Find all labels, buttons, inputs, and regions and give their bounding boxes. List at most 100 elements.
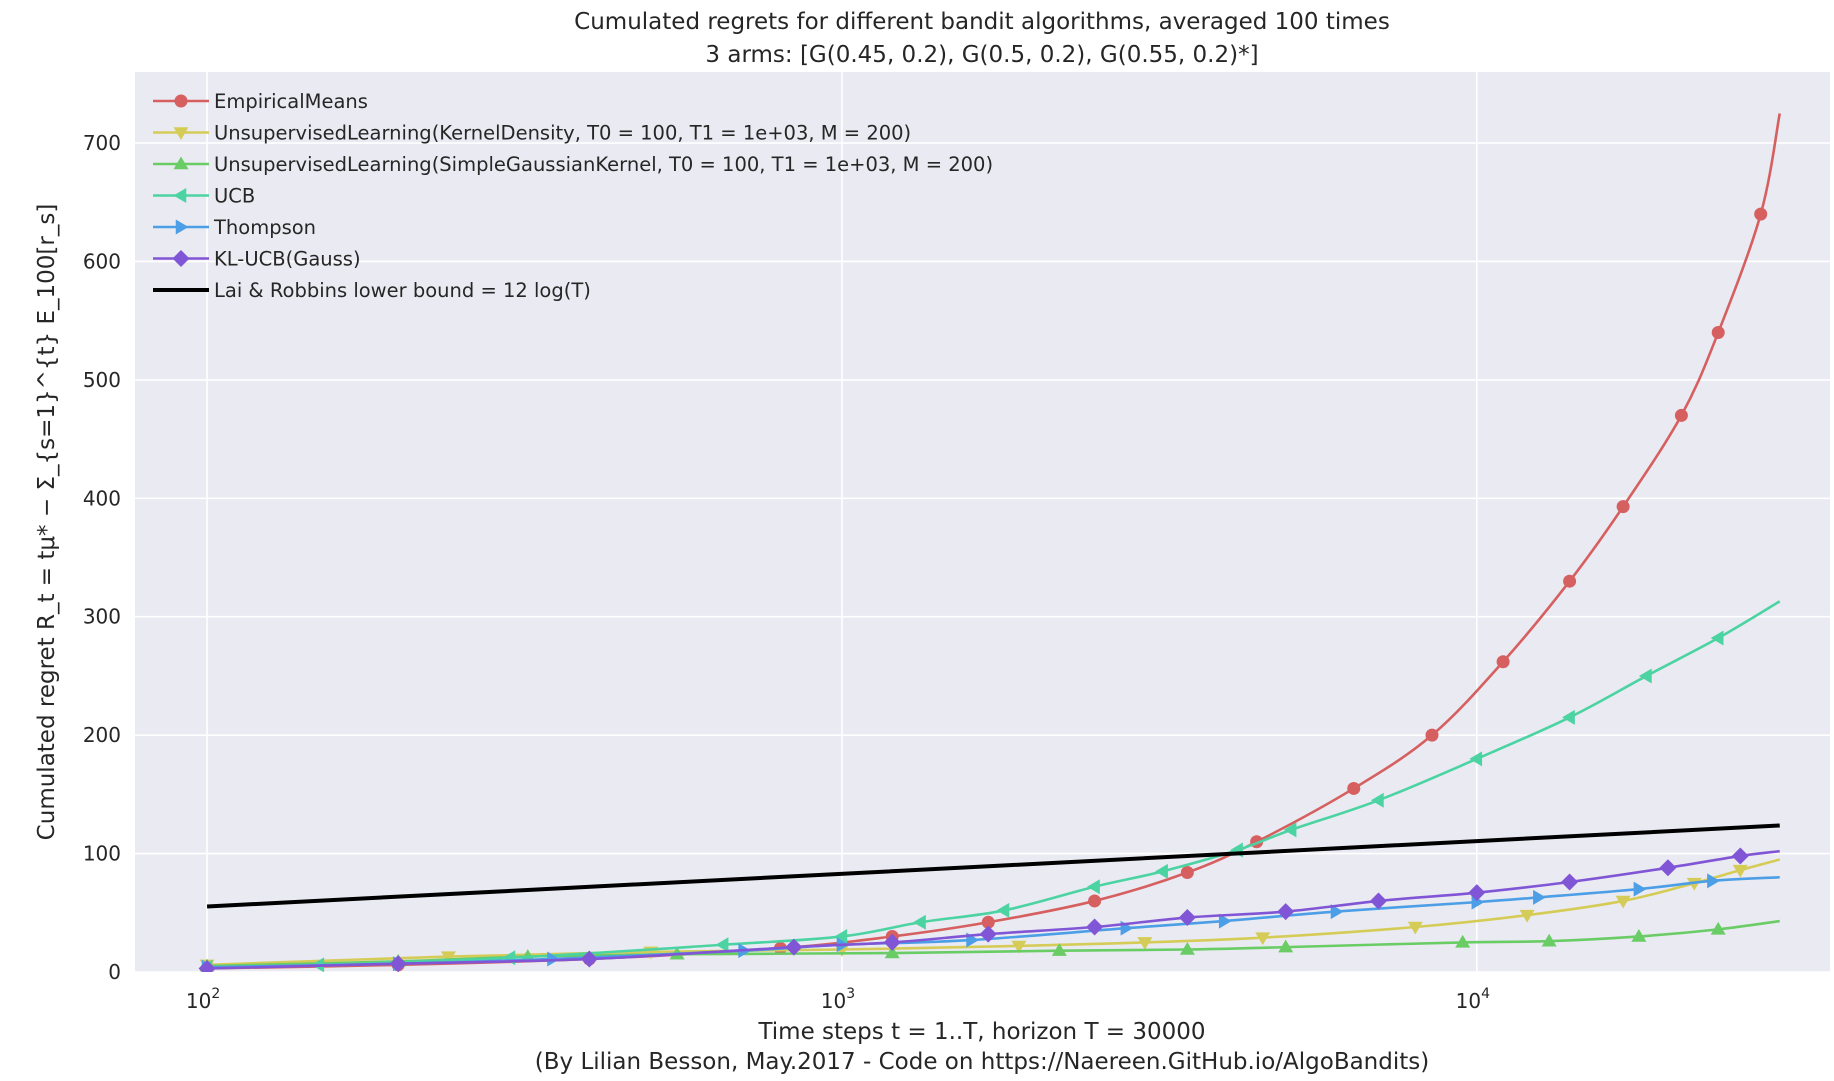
data-point xyxy=(913,914,926,930)
data-point xyxy=(1330,904,1344,920)
data-point xyxy=(1051,943,1067,956)
data-point xyxy=(1659,859,1677,877)
data-point xyxy=(1425,728,1439,742)
data-point xyxy=(1137,937,1153,950)
data-point xyxy=(1562,709,1575,725)
y-tick-label: 700 xyxy=(83,131,121,155)
legend-entry: Thompson xyxy=(153,216,316,239)
credit-note: (By Lilian Besson, May.2017 - Code on ht… xyxy=(535,1049,1429,1075)
x-tick-exponent: 2 xyxy=(211,986,220,1002)
x-tick-exponent: 4 xyxy=(1481,986,1490,1002)
data-point xyxy=(1088,894,1102,908)
data-point xyxy=(1615,895,1631,909)
y-tick-label: 600 xyxy=(83,249,121,273)
data-point xyxy=(1255,932,1271,946)
grid xyxy=(135,72,1830,973)
data-point xyxy=(1711,326,1725,340)
data-point xyxy=(1277,903,1295,921)
legend-entry: KL-UCB(Gauss) xyxy=(153,248,361,271)
legend-marker xyxy=(172,250,190,267)
data-point xyxy=(1011,940,1027,954)
data-point xyxy=(1087,879,1100,895)
legend-label: UnsupervisedLearning(SimpleGaussianKerne… xyxy=(214,153,993,176)
legend-label: Thompson xyxy=(213,216,316,239)
data-point xyxy=(1631,928,1647,942)
x-tick-base: 10 xyxy=(186,989,211,1013)
x-axis-label: Time steps t = 1..T, horizon T = 30000 xyxy=(757,1019,1205,1045)
x-tick-base: 10 xyxy=(1456,989,1481,1013)
data-point xyxy=(1180,866,1194,880)
data-point xyxy=(1638,668,1652,684)
data-point xyxy=(1218,913,1232,929)
legend-label: KL-UCB(Gauss) xyxy=(214,248,361,271)
data-point xyxy=(1707,873,1720,889)
y-tick-label: 300 xyxy=(83,605,121,629)
legend-entry: UnsupervisedLearning(KernelDensity, T0 =… xyxy=(153,122,911,145)
series-line xyxy=(207,600,1781,969)
data-point xyxy=(1086,918,1104,936)
data-point xyxy=(1496,655,1510,669)
x-tick-base: 10 xyxy=(821,989,846,1013)
data-point xyxy=(1347,781,1361,795)
data-point xyxy=(1754,207,1768,221)
x-tick-label: 104 xyxy=(1456,986,1490,1013)
data-point xyxy=(580,950,598,968)
legend-label: EmpiricalMeans xyxy=(214,90,368,113)
chart-title: Cumulated regrets for different bandit a… xyxy=(574,9,1390,35)
series-5 xyxy=(198,847,1780,972)
x-tick-label: 103 xyxy=(821,986,855,1013)
data-point xyxy=(1731,847,1749,865)
data-point xyxy=(1155,863,1168,879)
data-point xyxy=(1616,500,1630,514)
legend-entry: UCB xyxy=(153,185,255,208)
data-point xyxy=(785,938,803,956)
legend-marker xyxy=(174,94,188,108)
data-point xyxy=(1563,574,1577,588)
plot-area xyxy=(135,72,1830,972)
legend-entry: EmpiricalMeans xyxy=(153,90,368,113)
legend-label: UCB xyxy=(214,185,255,208)
data-point xyxy=(884,945,900,959)
series-3 xyxy=(199,600,1781,972)
y-tick-label: 200 xyxy=(83,723,121,747)
series-6 xyxy=(206,823,1780,909)
data-point xyxy=(1455,934,1471,948)
data-point xyxy=(1469,751,1483,767)
data-point xyxy=(1710,630,1724,646)
data-point xyxy=(1519,909,1535,923)
data-point xyxy=(1278,939,1294,953)
data-point xyxy=(979,925,997,943)
legend-entry: Lai & Robbins lower bound = 12 log(T) xyxy=(153,279,591,302)
legend-entry: UnsupervisedLearning(SimpleGaussianKerne… xyxy=(153,153,993,176)
data-point xyxy=(1283,822,1297,838)
y-tick-label: 500 xyxy=(83,368,121,392)
data-point xyxy=(715,937,729,953)
series-line xyxy=(207,849,1780,970)
legend-marker xyxy=(173,127,189,140)
data-point xyxy=(1369,892,1387,910)
data-point xyxy=(198,959,216,972)
data-point xyxy=(389,955,407,972)
legend-label: Lai & Robbins lower bound = 12 log(T) xyxy=(214,279,591,302)
x-tick-label: 102 xyxy=(186,986,220,1013)
legend-marker xyxy=(173,156,189,170)
data-point xyxy=(1710,921,1726,935)
y-axis-label: Cumulated regret R_t = tμ* − Σ_{s=1}^{t}… xyxy=(34,204,60,841)
chart-subtitle: 3 arms: [G(0.45, 0.2), G(0.5, 0.2), G(0.… xyxy=(705,42,1258,68)
legend: EmpiricalMeans UnsupervisedLearning(Kerne… xyxy=(153,90,993,302)
series-layer xyxy=(198,113,1782,972)
y-tick-label: 100 xyxy=(83,842,121,866)
legend-marker xyxy=(175,219,189,235)
legend-marker xyxy=(173,188,187,203)
data-point xyxy=(1633,881,1647,897)
data-point xyxy=(1533,889,1546,905)
y-tick-label: 0 xyxy=(108,960,121,984)
data-point xyxy=(981,915,995,929)
data-point xyxy=(1674,408,1688,422)
data-point xyxy=(440,951,456,965)
data-point xyxy=(883,933,901,951)
data-point xyxy=(1370,792,1384,808)
